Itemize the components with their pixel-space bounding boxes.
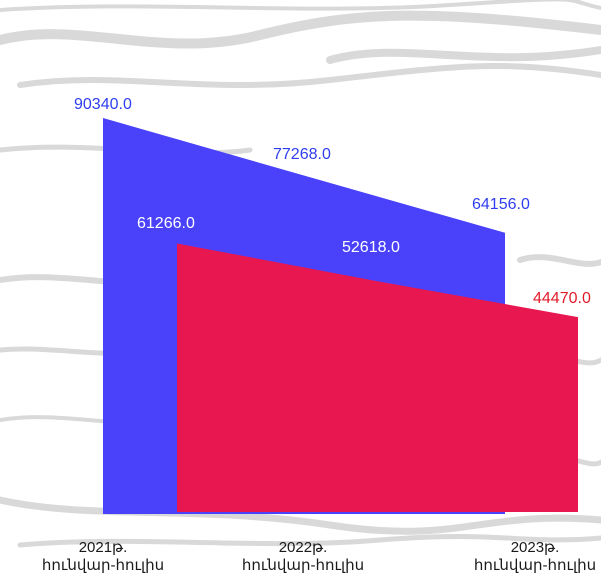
bg-stroke [0,496,601,535]
x-tick-label: 2021թ. հունվար-հուլիս [42,539,164,574]
bg-stroke [17,62,601,88]
data-label: 90340.0 [74,96,132,113]
data-label: 77268.0 [273,146,331,163]
bg-stroke [517,254,601,267]
x-tick-label: 2022թ. հունվար-հուլիս [242,539,364,574]
bg-stroke [0,10,601,49]
x-axis-tick-labels: 2021թ. հունվար-հուլիս 2022թ. հունվար-հուլիս… [42,539,596,574]
bg-stroke [17,533,601,548]
data-label: 44470.0 [533,290,591,307]
series-2-area [177,243,578,512]
data-labels: 90340.0 77268.0 64156.0 61266.0 52618.0 44470… [74,96,591,307]
x-tick-label: 2023թ. հունվար-հուլիս [474,539,596,574]
data-label: 64156.0 [472,196,530,213]
data-label: 52618.0 [342,239,400,256]
chart-areas [103,118,578,514]
bg-stroke [0,0,601,12]
bg-stroke [326,46,601,64]
data-label: 61266.0 [137,215,195,232]
